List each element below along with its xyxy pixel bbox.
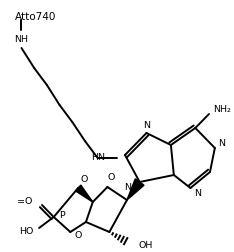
Text: N: N bbox=[218, 139, 225, 147]
Text: OH: OH bbox=[139, 241, 153, 250]
Text: NH: NH bbox=[14, 35, 28, 44]
Text: O: O bbox=[108, 173, 115, 182]
Text: O: O bbox=[80, 175, 88, 184]
Text: N: N bbox=[124, 182, 132, 192]
Text: P: P bbox=[59, 210, 64, 219]
Polygon shape bbox=[127, 179, 144, 200]
Polygon shape bbox=[75, 185, 93, 202]
Text: N: N bbox=[194, 188, 201, 198]
Text: NH₂: NH₂ bbox=[213, 106, 231, 114]
Text: Atto740: Atto740 bbox=[15, 12, 56, 22]
Text: =O: =O bbox=[17, 197, 32, 205]
Text: HN: HN bbox=[91, 153, 106, 163]
Text: O: O bbox=[74, 232, 82, 240]
Text: HO: HO bbox=[19, 228, 33, 236]
Text: N: N bbox=[143, 121, 150, 131]
